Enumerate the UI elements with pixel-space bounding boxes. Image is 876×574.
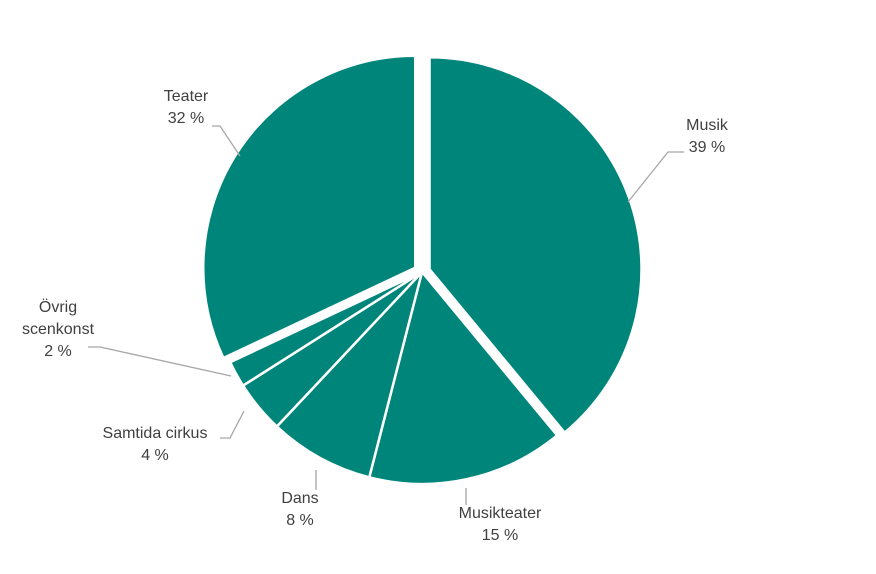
pie-slice	[228, 270, 423, 388]
slice-label: Samtida cirkus 4 %	[75, 423, 235, 467]
slice-label: Teater 32 %	[126, 86, 246, 130]
value-label: 8 %	[286, 512, 314, 529]
category-label: Övrig scenkonst	[21, 299, 95, 338]
slice-label: Musik 39 %	[647, 115, 767, 159]
slice-label: Övrig scenkonst 2 %	[13, 297, 103, 363]
category-label: Teater	[163, 88, 209, 105]
leader-line	[88, 346, 232, 377]
leader-line	[627, 151, 684, 203]
pie-slice	[275, 271, 424, 479]
pie-slice	[428, 56, 643, 435]
category-label: Samtida cirkus	[102, 425, 208, 442]
value-label: 15 %	[481, 527, 519, 544]
value-label: 32 %	[167, 110, 205, 127]
category-label: Musikteater	[458, 505, 542, 522]
slice-label: Musikteater 15 %	[430, 503, 570, 547]
value-label: 2 %	[44, 343, 72, 360]
value-label: 39 %	[688, 139, 726, 156]
pie-slice	[367, 269, 559, 486]
pie-slice	[202, 54, 417, 360]
category-label: Dans	[281, 490, 319, 507]
leader-line	[212, 125, 241, 157]
leader-line	[220, 410, 245, 439]
value-label: 4 %	[141, 447, 169, 464]
category-label: Musik	[686, 117, 728, 134]
slice-label: Dans 8 %	[240, 488, 360, 532]
